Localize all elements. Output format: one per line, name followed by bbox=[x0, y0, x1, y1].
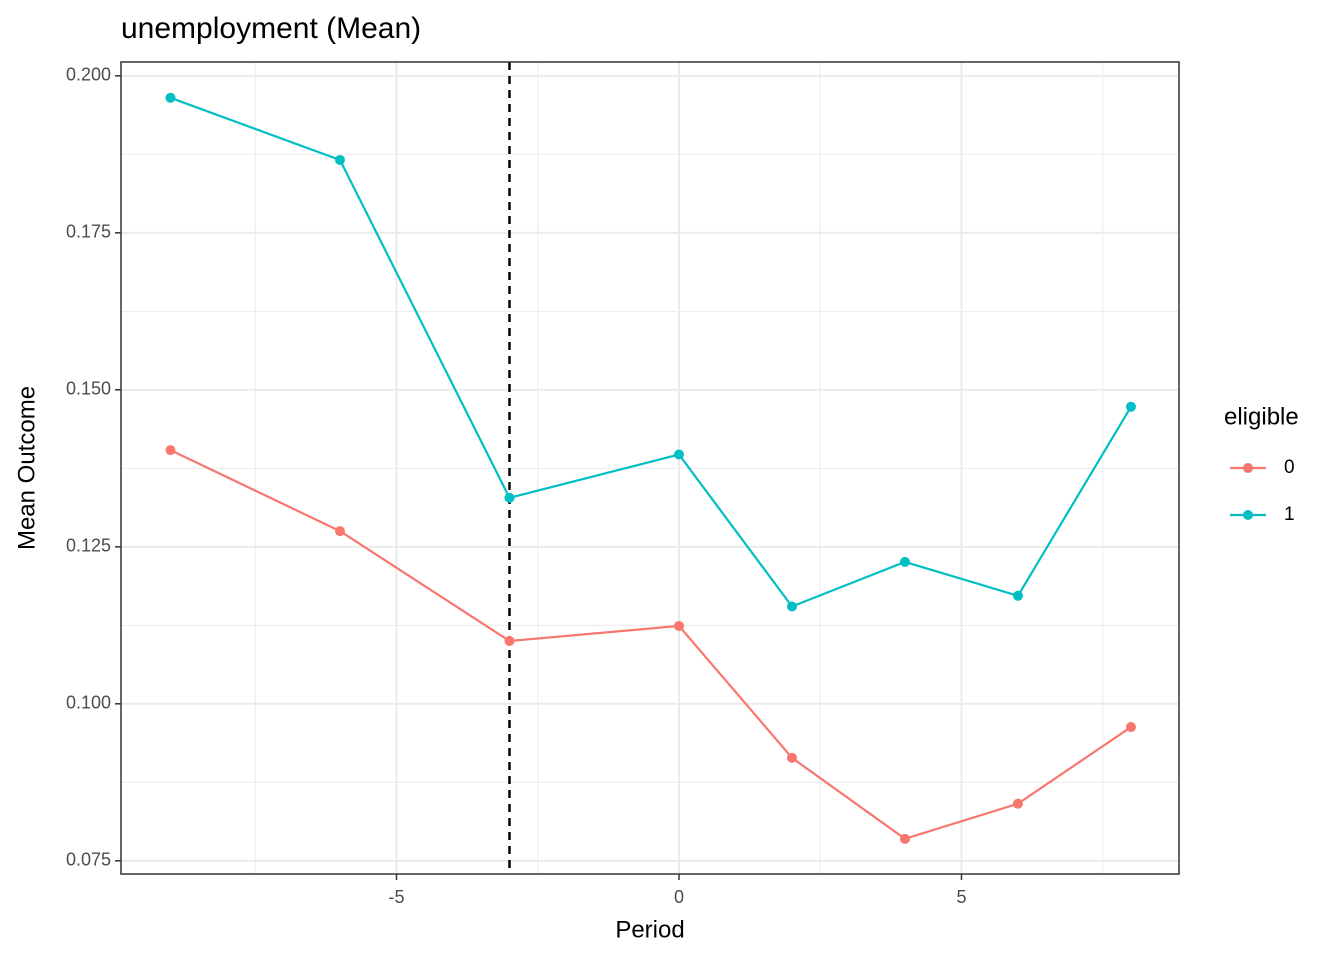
y-tick-label: 0.150 bbox=[66, 379, 111, 399]
data-point bbox=[899, 556, 910, 567]
data-point bbox=[1012, 590, 1023, 601]
y-tick-label: 0.175 bbox=[66, 222, 111, 242]
data-point bbox=[673, 449, 684, 460]
chart-title: unemployment (Mean) bbox=[121, 12, 421, 45]
y-tick-label: 0.075 bbox=[66, 850, 111, 870]
data-point bbox=[504, 492, 515, 503]
legend-title: eligible bbox=[1224, 403, 1299, 430]
y-axis-label: Mean Outcome bbox=[13, 386, 40, 550]
panel-border bbox=[120, 61, 1180, 875]
data-point bbox=[786, 601, 797, 612]
x-tick-label: 0 bbox=[674, 887, 684, 907]
data-point bbox=[165, 445, 176, 456]
legend-key-point bbox=[1243, 463, 1253, 473]
y-tick-label: 0.125 bbox=[66, 536, 111, 556]
legend-key-point bbox=[1243, 510, 1253, 520]
x-axis-label: Period bbox=[615, 916, 684, 943]
data-point bbox=[673, 620, 684, 631]
data-point bbox=[334, 154, 345, 165]
y-tick-label: 0.100 bbox=[66, 693, 111, 713]
legend-label: 0 bbox=[1284, 457, 1295, 478]
data-point bbox=[786, 752, 797, 763]
data-point bbox=[504, 636, 515, 647]
x-tick-label: 5 bbox=[956, 887, 966, 907]
data-point bbox=[1125, 401, 1136, 412]
x-tick-label: -5 bbox=[388, 887, 404, 907]
data-point bbox=[165, 92, 176, 103]
data-point bbox=[334, 526, 345, 537]
data-point bbox=[1125, 722, 1136, 733]
legend-label: 1 bbox=[1284, 504, 1295, 525]
data-point bbox=[899, 833, 910, 844]
series-line bbox=[170, 449, 1132, 841]
data-point bbox=[1012, 798, 1023, 809]
y-tick-label: 0.200 bbox=[66, 65, 111, 85]
series-line bbox=[170, 96, 1132, 608]
